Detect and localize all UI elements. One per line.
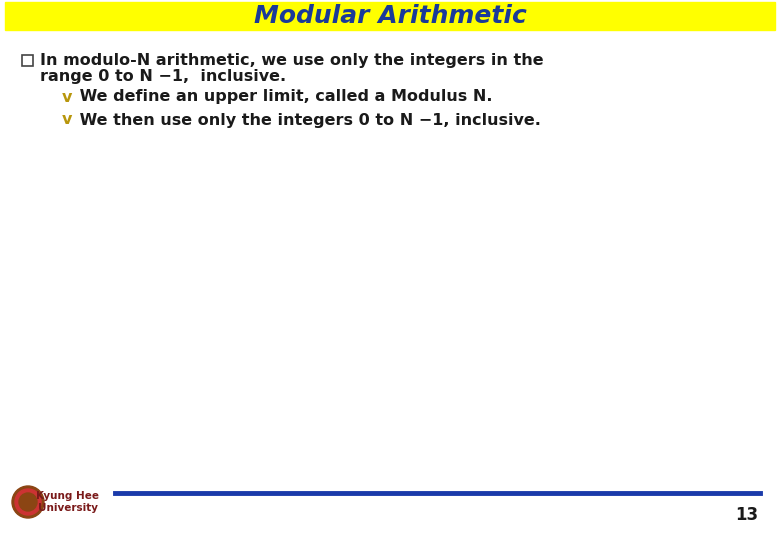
- Circle shape: [15, 489, 41, 515]
- Text: In modulo-N arithmetic, we use only the integers in the: In modulo-N arithmetic, we use only the …: [40, 52, 544, 68]
- Text: v: v: [62, 90, 73, 105]
- Text: We then use only the integers 0 to N −1, inclusive.: We then use only the integers 0 to N −1,…: [74, 112, 541, 127]
- Text: v: v: [62, 112, 73, 127]
- FancyBboxPatch shape: [22, 55, 33, 66]
- FancyBboxPatch shape: [5, 2, 775, 30]
- Text: 13: 13: [735, 506, 758, 524]
- Text: Kyung Hee
University: Kyung Hee University: [37, 491, 100, 513]
- Text: Modular Arithmetic: Modular Arithmetic: [254, 4, 526, 28]
- Text: We define an upper limit, called a Modulus N.: We define an upper limit, called a Modul…: [74, 90, 492, 105]
- Text: range 0 to N −1,  inclusive.: range 0 to N −1, inclusive.: [40, 70, 286, 84]
- Circle shape: [12, 486, 44, 518]
- Circle shape: [19, 493, 37, 511]
